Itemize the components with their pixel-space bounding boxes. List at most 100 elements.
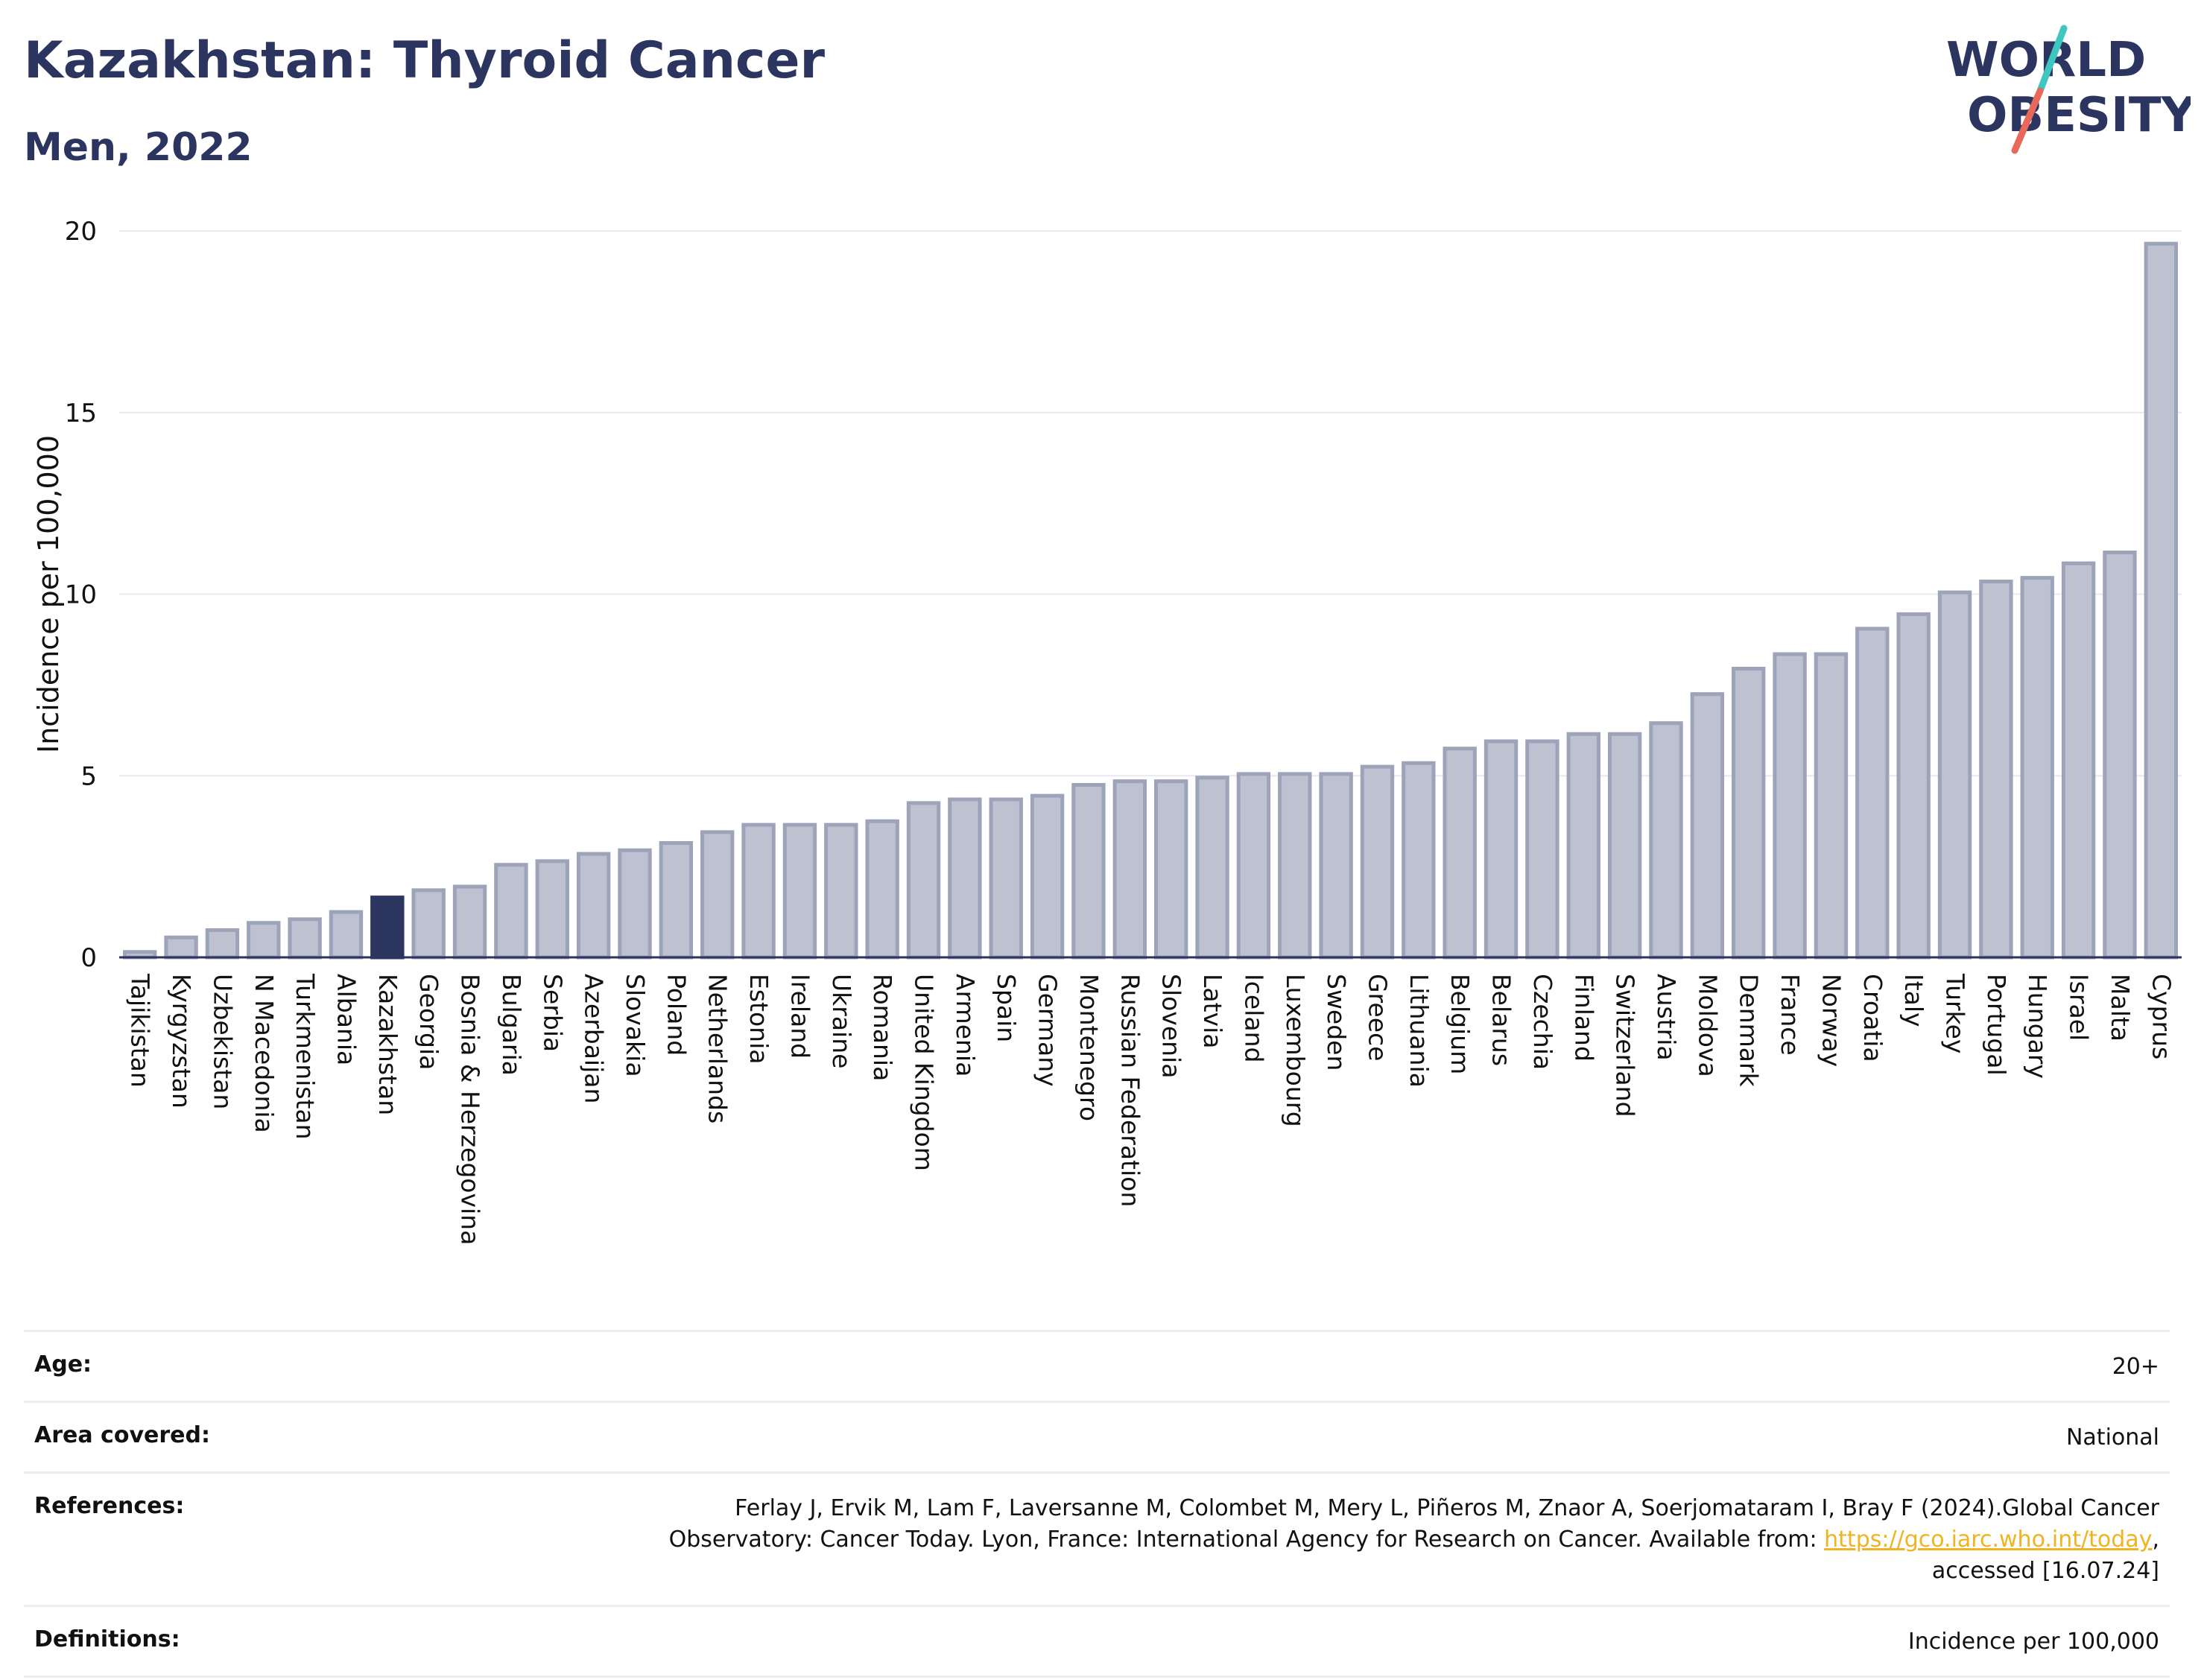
bar <box>205 928 240 960</box>
x-tick-label: Ukraine <box>827 974 856 1068</box>
bar <box>1690 692 1725 960</box>
bar <box>1937 590 1972 960</box>
x-tick-label: Armenia <box>951 974 980 1077</box>
bar <box>2144 241 2179 960</box>
bar <box>452 884 487 960</box>
bar <box>1278 772 1312 960</box>
logo-slash-bottom <box>2011 87 2044 154</box>
x-tick-label: United Kingdom <box>910 974 939 1171</box>
bar <box>2061 561 2096 960</box>
x-tick-label: Finland <box>1569 974 1598 1062</box>
bar <box>865 819 899 960</box>
bar <box>370 896 405 960</box>
x-tick-label: Serbia <box>538 974 567 1052</box>
x-tick-label: Denmark <box>1735 974 1764 1088</box>
x-tick-label: Iceland <box>1239 974 1268 1062</box>
bar <box>535 859 569 960</box>
bar <box>1443 747 1477 960</box>
x-tick-label: Norway <box>1817 974 1846 1067</box>
x-tick-label: Georgia <box>414 974 443 1070</box>
bar <box>247 921 281 960</box>
x-tick-label: Greece <box>1363 974 1392 1061</box>
bar <box>741 822 776 960</box>
bar <box>1649 721 1683 960</box>
bar <box>1483 739 1519 960</box>
bar <box>1402 761 1436 960</box>
x-tick-label: Turkmenistan <box>291 973 320 1140</box>
y-tick-label: 10 <box>65 580 97 610</box>
x-tick-label: Turkey <box>1941 973 1970 1053</box>
world-obesity-logo: WORLD OBESITY <box>1946 25 2191 154</box>
chart-title: Kazakhstan: Thyroid Cancer <box>24 31 826 90</box>
x-tick-label: Romania <box>868 974 897 1081</box>
bar <box>576 852 611 960</box>
x-tick-label: Albania <box>332 974 361 1065</box>
bar <box>1236 772 1271 960</box>
y-tick-label: 20 <box>65 217 97 247</box>
x-tick-label: Croatia <box>1858 974 1887 1062</box>
references-text-3: accessed [16.07.24] <box>1931 1558 2159 1584</box>
x-tick-label: Austria <box>1652 974 1681 1061</box>
references-link[interactable]: https://gco.iarc.who.int/today <box>1824 1527 2153 1553</box>
x-tick-label: Russian Federation <box>1115 974 1144 1207</box>
x-tick-label: Cyprus <box>2147 974 2176 1059</box>
logo-word-obesity: OBESITY <box>1967 88 2191 143</box>
y-tick-label: 5 <box>80 761 97 791</box>
y-axis-label: Incidence per 100,000 <box>32 435 65 753</box>
bar <box>411 888 446 960</box>
x-tick-label: Sweden <box>1322 974 1351 1071</box>
bar <box>906 801 941 960</box>
x-tick-label: Montenegro <box>1074 974 1103 1121</box>
bar <box>948 797 982 960</box>
bar <box>1153 779 1188 960</box>
bar <box>700 830 735 960</box>
info-row-references: References: Ferlay J, Ervik M, Lam F, La… <box>24 1471 2170 1605</box>
bar <box>782 822 817 960</box>
y-tick-label: 15 <box>65 399 97 428</box>
x-tick-label: Israel <box>2065 974 2094 1041</box>
bar <box>1814 652 1849 960</box>
x-tick-label: Bulgaria <box>497 974 526 1076</box>
bar <box>1195 776 1229 960</box>
bar <box>494 863 528 960</box>
bar <box>1525 739 1559 960</box>
area-value: National <box>2065 1424 2159 1451</box>
bar <box>2020 576 2054 960</box>
age-label: Age: <box>34 1351 92 1378</box>
info-row-area: Area covered: National <box>24 1401 2170 1471</box>
x-tick-label: Switzerland <box>1611 974 1640 1118</box>
x-tick-label: Uzbekistan <box>208 974 237 1109</box>
bar <box>1855 627 1890 960</box>
bar <box>288 917 322 960</box>
age-value: 20+ <box>2112 1354 2159 1380</box>
x-tick-label: Slovenia <box>1157 974 1186 1078</box>
x-tick-label: N Macedonia <box>250 974 279 1133</box>
references-value: Ferlay J, Ervik M, Lam F, Laversanne M, … <box>668 1495 2159 1584</box>
bar <box>1732 667 1766 960</box>
bar <box>1896 612 1931 960</box>
definitions-value: Incidence per 100,000 <box>1907 1629 2159 1655</box>
logo-slash-top <box>2036 25 2068 95</box>
x-tick-label: Hungary <box>2023 974 2052 1079</box>
x-tick-label: Czechia <box>1528 974 1557 1070</box>
x-tick-label: Belarus <box>1487 974 1516 1066</box>
bar <box>659 841 694 960</box>
bar <box>1360 764 1395 960</box>
bar-chart: 0 5 10 15 20 Incidence per 100,000 Tajikistan K… <box>32 217 2182 1245</box>
bar <box>329 910 364 960</box>
x-tick-label: Italy <box>1899 974 1928 1027</box>
references-text-2: Observatory: Cancer Today. Lyon, France:… <box>668 1527 1825 1553</box>
x-tick-label: Spain <box>992 974 1021 1042</box>
x-tick-label: Lithuania <box>1405 974 1434 1088</box>
bar <box>1030 793 1065 960</box>
info-row-definitions: Definitions: Incidence per 100,000 <box>24 1605 2170 1678</box>
x-tick-label: Netherlands <box>703 974 732 1123</box>
bar <box>1112 779 1147 960</box>
bar <box>1566 732 1600 960</box>
definitions-label: Definitions: <box>34 1626 180 1652</box>
y-tick-label: 0 <box>80 943 97 973</box>
x-tick-label: Kyrgyzstan <box>167 974 196 1109</box>
info-row-age: Age: 20+ <box>24 1330 2170 1401</box>
x-tick-label: Belgium <box>1445 974 1475 1074</box>
references-text-1: Ferlay J, Ervik M, Lam F, Laversanne M, … <box>735 1495 2159 1521</box>
